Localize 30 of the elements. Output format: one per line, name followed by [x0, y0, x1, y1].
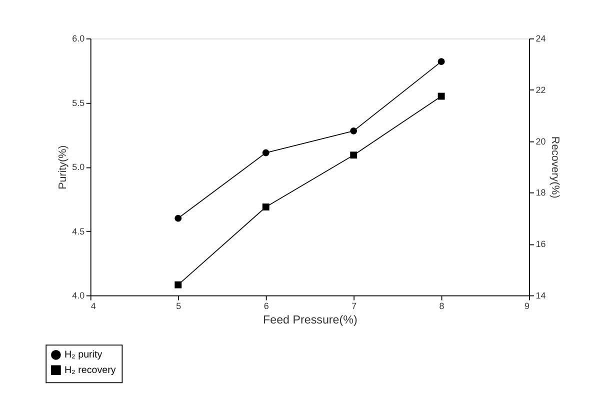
point [262, 149, 270, 156]
point [350, 152, 358, 159]
y2-tick-label: 24 [536, 34, 546, 44]
y2-tick-label: 20 [536, 136, 546, 146]
y2-tick-label: 16 [536, 239, 546, 250]
point [350, 127, 358, 134]
y-tick-label: 5.5 [72, 98, 85, 108]
legend-label: H₂ purity [64, 350, 102, 361]
y2-tick-label: 14 [536, 290, 546, 300]
point [438, 92, 445, 100]
y2-tick-label: 22 [536, 84, 546, 95]
y-tick-label: 4.0 [72, 290, 85, 300]
point [174, 281, 182, 288]
legend-label: H₂ recovery [64, 364, 116, 376]
x-tick-label: 5 [176, 301, 182, 312]
x-tick-label: 7 [352, 301, 357, 312]
x-tick-label: 9 [524, 301, 530, 312]
point [438, 58, 445, 66]
point [174, 214, 182, 222]
x-tick-label: 8 [439, 301, 444, 312]
y-tick-label: 5.0 [72, 162, 85, 172]
x-tick-label: 6 [264, 301, 269, 312]
y2-tick-label: 18 [536, 188, 546, 198]
x-tick-label: 4 [90, 301, 96, 312]
y-tick-label: 4.5 [72, 226, 85, 236]
y-axis-title: Purity(%) [56, 145, 69, 190]
point [262, 204, 270, 210]
y2-axis-title: Recovery(%) [549, 136, 561, 198]
y-tick-label: 6.0 [72, 34, 85, 44]
x-axis-title: Feed Pressure(%) [263, 314, 358, 327]
